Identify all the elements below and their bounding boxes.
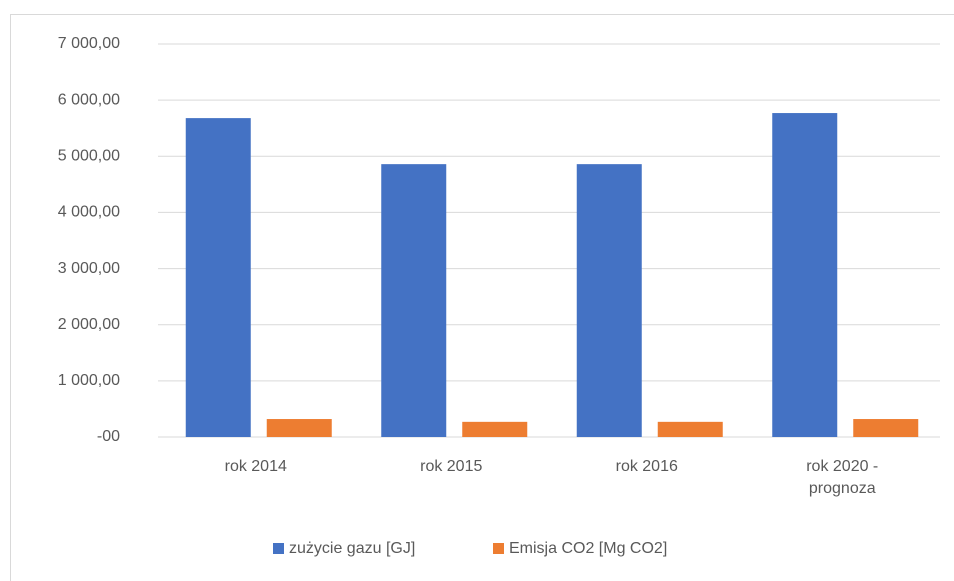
- y-tick-label: 4 000,00: [58, 204, 120, 221]
- y-tick-label: 3 000,00: [58, 260, 120, 277]
- bar: [185, 118, 251, 437]
- chart-border: [10, 14, 954, 581]
- x-tick-label: rok 2016: [615, 458, 678, 475]
- bar: [576, 164, 642, 437]
- legend-label: Emisja CO2 [Mg CO2]: [509, 540, 667, 557]
- bar: [266, 419, 332, 437]
- legend-swatch: [493, 543, 504, 554]
- x-tick-label: rok 2015: [420, 458, 483, 475]
- x-tick-label: rok 2014: [224, 458, 287, 475]
- y-tick-label: 6 000,00: [58, 91, 120, 108]
- bar: [462, 421, 528, 437]
- x-tick-label: rok 2020 - prognoza: [806, 458, 879, 497]
- bar: [853, 419, 919, 437]
- y-tick-label: -00: [97, 428, 120, 445]
- bar: [657, 421, 723, 437]
- bar: [381, 164, 447, 437]
- y-tick-label: 5 000,00: [58, 148, 120, 165]
- y-tick-label: 2 000,00: [58, 316, 120, 333]
- y-tick-label: 1 000,00: [58, 372, 120, 389]
- y-tick-label: 7 000,00: [58, 35, 120, 52]
- legend-label: zużycie gazu [GJ]: [289, 540, 415, 557]
- bar: [772, 113, 838, 437]
- legend-swatch: [273, 543, 284, 554]
